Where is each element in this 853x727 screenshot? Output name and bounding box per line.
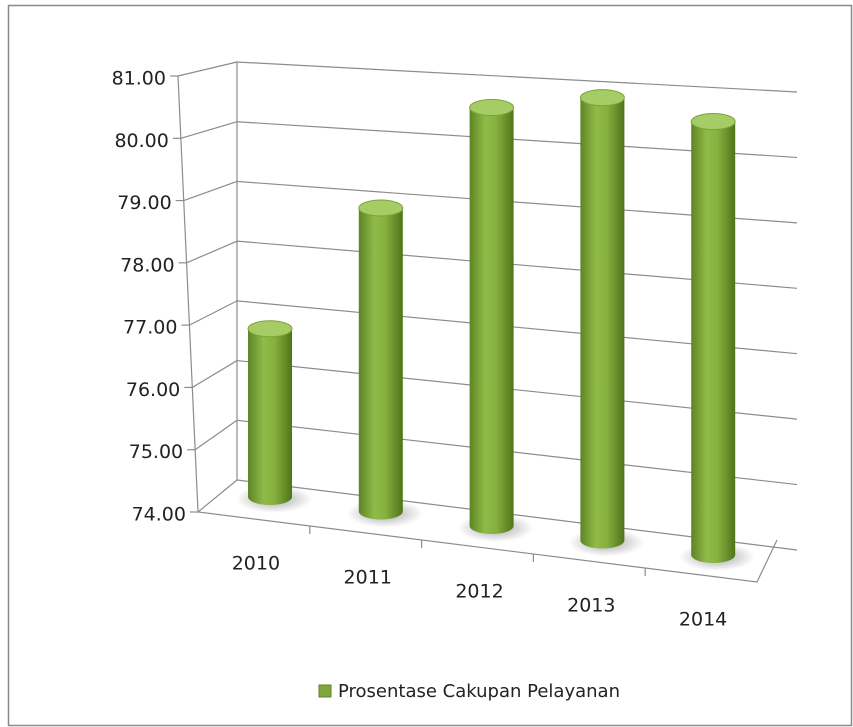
grid-line <box>186 240 238 264</box>
x-tick-label: 2014 <box>679 609 727 631</box>
bar-body <box>358 208 403 520</box>
bar <box>236 320 312 513</box>
grid-line <box>177 61 238 77</box>
bar-top <box>579 89 625 107</box>
bar <box>346 199 423 528</box>
bar-body <box>248 328 292 505</box>
legend-label: Prosentase Cakupan Pelayanan <box>338 681 620 702</box>
grid-line <box>183 180 238 202</box>
grid-line <box>189 300 238 326</box>
axis-wall <box>177 75 778 583</box>
bar-body <box>580 97 625 549</box>
bar-top <box>358 199 404 217</box>
bar-top <box>247 320 293 338</box>
grid-line <box>236 61 798 93</box>
y-tick-label: 74.00 <box>132 504 186 526</box>
y-tick-label: 75.00 <box>129 441 183 463</box>
bar <box>457 99 534 542</box>
y-tick-label: 77.00 <box>123 317 177 339</box>
bar-body <box>469 107 514 534</box>
grid-line <box>191 360 238 388</box>
bar-top <box>469 99 515 117</box>
bar-body <box>691 121 736 563</box>
y-tick-label: 78.00 <box>120 254 174 276</box>
grid-line <box>180 121 238 139</box>
bar <box>568 89 645 557</box>
grid-line <box>197 479 238 513</box>
y-tick-label: 79.00 <box>117 192 171 214</box>
grid-line <box>194 419 238 451</box>
x-tick-label: 2010 <box>232 553 280 575</box>
x-tick-label: 2012 <box>455 581 503 603</box>
x-tick-label: 2013 <box>567 595 615 617</box>
x-tick-label: 2011 <box>344 567 392 589</box>
y-tick-label: 76.00 <box>126 379 180 401</box>
y-tick-label: 80.00 <box>114 130 168 152</box>
bar-top <box>690 113 736 131</box>
legend-marker <box>318 684 332 698</box>
bar <box>679 113 756 571</box>
y-tick-label: 81.00 <box>112 68 166 90</box>
